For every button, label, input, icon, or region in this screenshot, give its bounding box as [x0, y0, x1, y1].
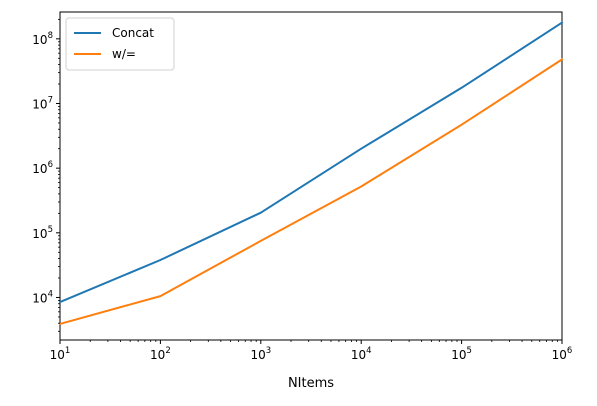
y-tick-label-0: 104 [32, 289, 53, 305]
y-tick-label-1: 105 [32, 225, 53, 241]
legend-box [65, 17, 175, 71]
series-layer [58, 21, 564, 326]
x-tick-label-0: 101 [50, 346, 71, 362]
series-line-1 [58, 58, 564, 326]
x-tick-label-2: 103 [250, 346, 271, 362]
y-tick-label-3: 107 [32, 95, 53, 111]
x-axis-label: NItems [288, 376, 334, 391]
series-line-0 [58, 21, 564, 304]
legend: Concat w/= [65, 17, 175, 71]
x-tick-label-1: 102 [150, 346, 171, 362]
legend-label-w-eq: w/= [112, 47, 136, 61]
x-tick-label-3: 104 [351, 346, 372, 362]
legend-label-concat: Concat [112, 26, 154, 40]
x-tick-label-5: 106 [552, 346, 573, 362]
y-tick-label-4: 108 [32, 31, 53, 47]
y-tick-label-2: 106 [32, 160, 53, 176]
x-axis-ticks: 101 102 103 104 105 106 [50, 340, 573, 362]
x-tick-label-4: 105 [451, 346, 472, 362]
y-axis-ticks: 104 105 106 107 108 [32, 18, 60, 332]
